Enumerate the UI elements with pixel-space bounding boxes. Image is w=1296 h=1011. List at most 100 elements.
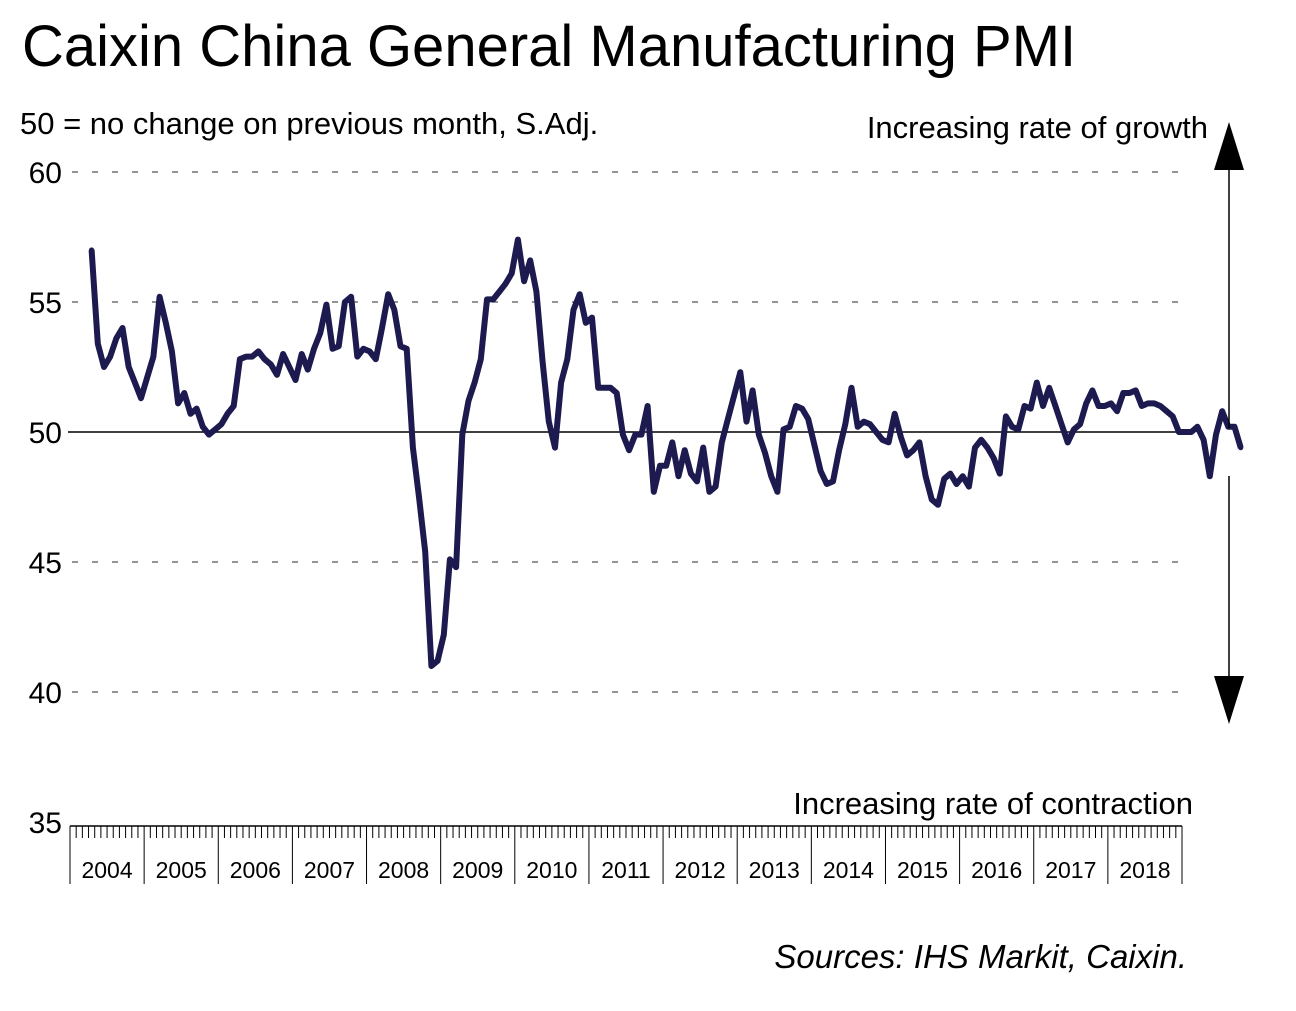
chart-source: Sources: IHS Markit, Caixin. [774,938,1187,975]
data-point [472,380,478,386]
x-tick-label-2005: 2005 [156,857,207,883]
data-point [465,398,472,404]
data-point [799,406,805,412]
data-point [231,403,237,409]
data-point [935,502,941,508]
data-point [984,445,991,451]
data-point [601,385,608,391]
data-point [1089,387,1095,393]
data-point [966,484,972,490]
x-tick-label-2013: 2013 [749,857,800,883]
data-point [422,549,428,555]
data-point [1213,432,1219,438]
data-point [892,411,898,417]
data-point [428,663,434,669]
data-point [212,426,218,432]
data-point [323,302,329,308]
data-point [867,421,873,427]
data-point [206,432,212,438]
data-point [342,299,348,305]
data-point [713,484,719,490]
data-point [719,439,725,445]
data-point [546,419,552,425]
data-point [540,359,546,365]
data-point [163,320,169,326]
data-point [459,432,465,438]
data-point [447,556,453,563]
data-point [589,315,595,321]
x-tick-label-2004: 2004 [81,857,132,883]
data-point [1028,406,1034,412]
data-point [1114,408,1120,414]
data-point [169,348,175,354]
data-point [416,494,422,500]
data-point [1009,424,1015,430]
y-tick-label-40: 40 [29,677,62,710]
data-point [1046,385,1052,391]
data-point [1238,445,1244,451]
data-point [286,364,292,370]
data-point [255,348,261,354]
data-point [95,341,101,347]
data-point [354,354,360,360]
x-tick-label-2014: 2014 [823,857,874,883]
data-point [608,385,614,391]
data-point [1164,408,1170,414]
data-point [780,426,787,432]
data-point [638,432,645,438]
data-point [861,419,867,425]
data-point [224,411,231,417]
data-point [1052,403,1058,409]
data-point [1021,403,1028,409]
data-point [564,356,570,362]
data-point [830,478,836,484]
data-point [502,281,509,287]
data-point [453,564,459,570]
data-point [1201,437,1207,443]
data-point [657,463,663,469]
x-tick-label-2012: 2012 [675,857,726,883]
data-point [360,346,366,352]
data-point [181,390,187,396]
data-point [1071,426,1077,432]
data-point [941,476,947,482]
data-point [305,367,311,373]
data-point [1034,380,1040,386]
series-layer [88,236,1244,669]
y-tick-label-60: 60 [29,157,62,190]
data-point [910,447,916,453]
x-tick-label-2007: 2007 [304,857,355,883]
data-point [688,471,694,477]
data-point [1102,403,1108,409]
data-point [694,478,700,484]
data-point [527,257,533,263]
data-point [280,351,286,357]
data-point [731,393,737,399]
data-point [737,369,743,375]
data-point [768,473,774,479]
data-point [879,437,886,443]
data-point [923,473,929,479]
data-point [391,307,397,313]
data-point [756,432,762,438]
data-point [101,364,107,370]
data-point [947,471,953,477]
data-point [818,468,824,474]
annotation-growth: Increasing rate of growth [866,110,1208,145]
data-point [1120,390,1126,396]
data-point [997,471,1003,477]
data-point [410,445,416,451]
x-tick-label-2008: 2008 [378,857,429,883]
data-point [675,473,682,479]
y-tick-label-55: 55 [29,287,62,320]
chart-subtitle: 50 = no change on previous month, S.Adj. [20,106,599,141]
data-point [1176,429,1182,435]
x-tick-label-2006: 2006 [230,857,281,883]
data-point [645,403,651,409]
data-point [113,335,119,341]
data-point [614,390,620,396]
data-point [243,354,249,360]
data-point [385,291,391,297]
growth-arrow-head [1214,122,1244,170]
data-point [669,439,675,445]
